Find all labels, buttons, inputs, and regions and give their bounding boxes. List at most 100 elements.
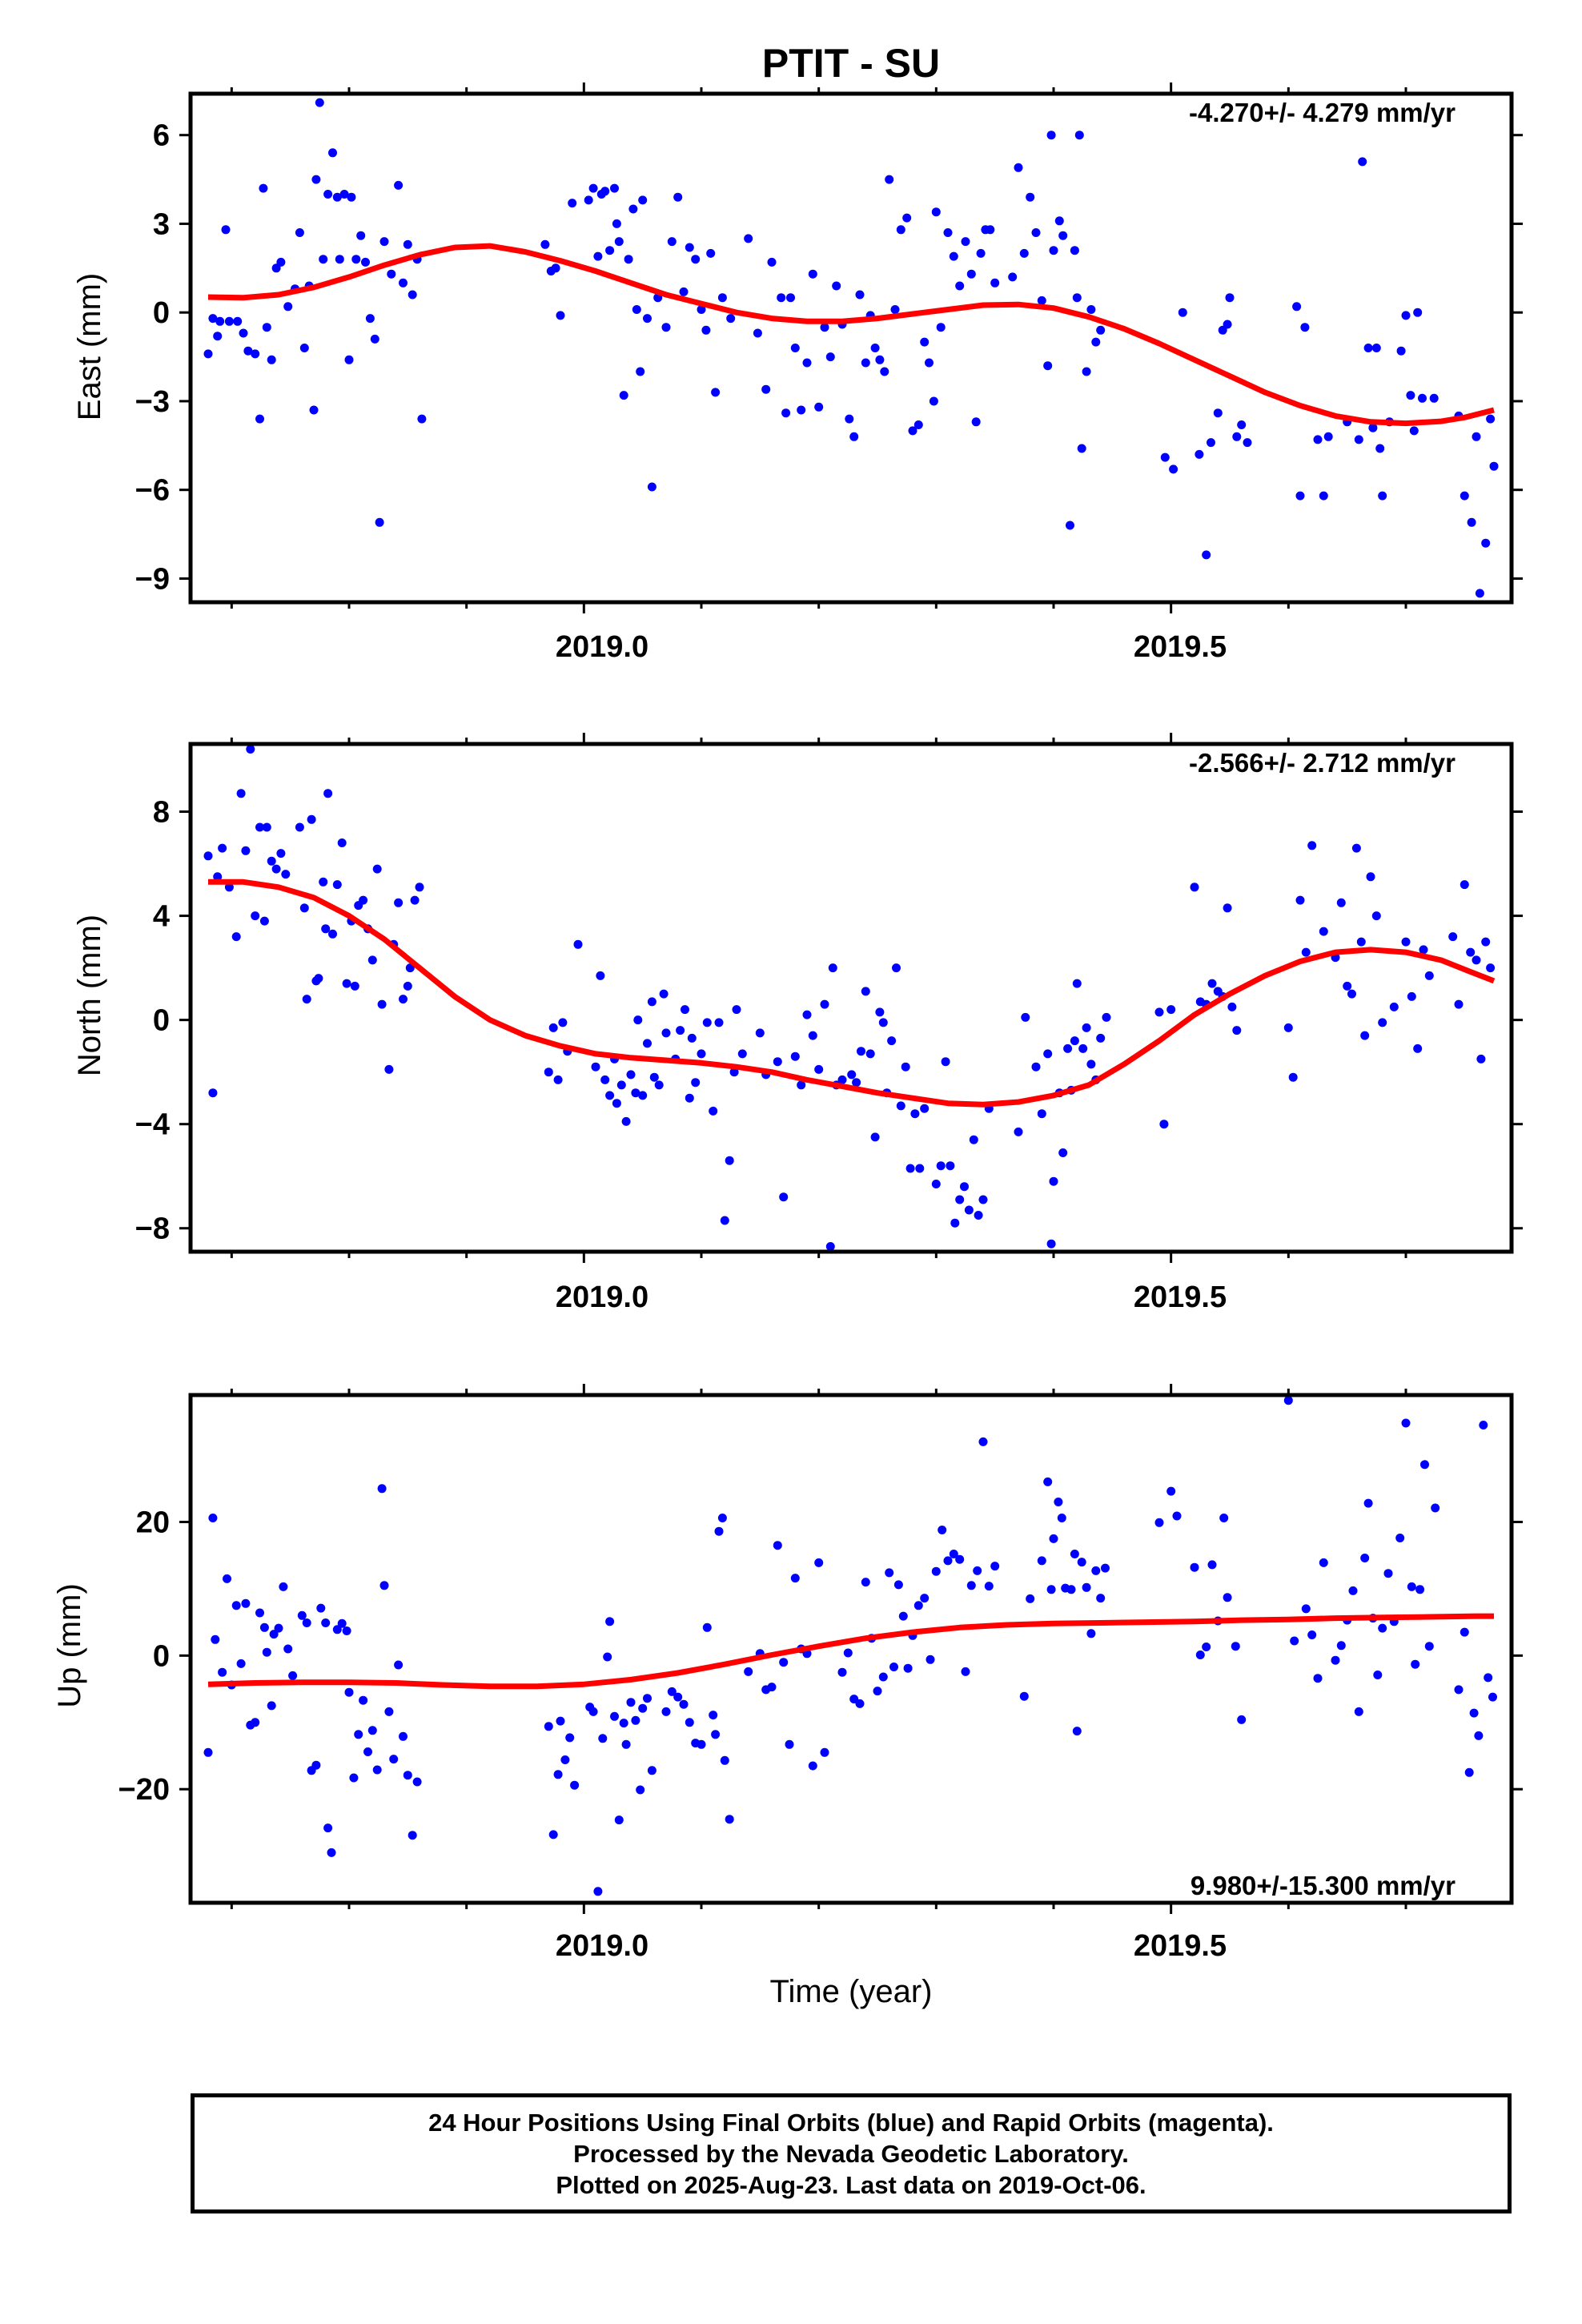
up-data-point bbox=[878, 1672, 888, 1682]
north-data-point bbox=[246, 745, 255, 754]
north-data-point bbox=[213, 872, 223, 882]
east-data-point bbox=[309, 405, 319, 415]
north-data-point bbox=[1307, 841, 1317, 850]
east-data-point bbox=[1295, 491, 1305, 501]
north-data-point bbox=[852, 1078, 861, 1088]
up-data-point bbox=[893, 1580, 903, 1590]
north-xtick-label-2019.0: 2019.0 bbox=[556, 1281, 648, 1314]
east-data-point bbox=[351, 255, 361, 264]
up-data-point bbox=[548, 1830, 558, 1839]
north-data-point bbox=[1476, 1054, 1486, 1063]
east-data-point bbox=[726, 314, 736, 324]
east-data-point bbox=[697, 305, 706, 314]
north-data-point bbox=[255, 822, 264, 832]
north-data-point bbox=[1154, 1007, 1164, 1017]
east-data-point bbox=[1213, 408, 1223, 418]
north-data-point bbox=[372, 864, 382, 874]
east-data-point bbox=[1406, 391, 1415, 400]
north-ytick-label: −8 bbox=[135, 1212, 170, 1246]
north-data-point bbox=[1360, 1031, 1370, 1040]
east-data-point bbox=[986, 225, 995, 235]
up-data-point bbox=[279, 1582, 288, 1591]
up-data-point bbox=[626, 1698, 636, 1707]
up-data-point bbox=[1319, 1558, 1328, 1567]
east-data-point bbox=[711, 388, 721, 397]
east-data-point bbox=[1368, 423, 1378, 432]
east-ytick-label: −6 bbox=[135, 474, 170, 508]
up-data-point bbox=[1313, 1674, 1323, 1683]
up-data-point bbox=[1373, 1671, 1383, 1679]
north-data-point bbox=[1046, 1239, 1056, 1248]
north-data-point bbox=[1389, 1002, 1399, 1011]
up-data-point bbox=[1460, 1627, 1469, 1637]
north-data-point bbox=[399, 995, 408, 1004]
north-data-point bbox=[802, 1010, 812, 1019]
up-data-point bbox=[267, 1701, 276, 1711]
east-data-point bbox=[311, 175, 321, 184]
north-data-point bbox=[403, 981, 412, 991]
up-data-point bbox=[556, 1716, 565, 1726]
north-data-point bbox=[299, 903, 309, 913]
north-data-point bbox=[241, 846, 251, 855]
east-data-point bbox=[777, 293, 786, 303]
up-data-point bbox=[1066, 1585, 1076, 1594]
up-data-point bbox=[978, 1437, 988, 1446]
east-data-point bbox=[913, 420, 923, 429]
up-xtick-label-2019.5: 2019.5 bbox=[1134, 1929, 1227, 1963]
north-data-point bbox=[737, 1049, 747, 1059]
east-data-point bbox=[243, 346, 253, 356]
east-data-point bbox=[1086, 305, 1096, 314]
east-data-point bbox=[1378, 491, 1387, 501]
east-rate-label: -4.270+/- 4.279 mm/yr bbox=[1189, 98, 1456, 127]
north-data-point bbox=[591, 1062, 600, 1072]
up-data-point bbox=[560, 1755, 570, 1764]
up-data-point bbox=[1082, 1582, 1091, 1592]
up-data-point bbox=[1348, 1586, 1358, 1595]
north-data-point bbox=[596, 971, 605, 980]
up-data-point bbox=[408, 1831, 417, 1840]
up-data-point bbox=[1077, 1558, 1086, 1567]
up-data-point bbox=[311, 1760, 321, 1770]
north-data-point bbox=[267, 856, 276, 866]
up-data-point bbox=[814, 1558, 824, 1567]
east-data-point bbox=[375, 517, 384, 527]
up-data-point bbox=[667, 1687, 677, 1696]
east-data-point bbox=[661, 323, 671, 332]
north-data-point bbox=[691, 1078, 701, 1088]
east-data-point bbox=[394, 180, 404, 190]
up-data-point bbox=[1283, 1396, 1293, 1405]
up-data-point bbox=[785, 1739, 794, 1749]
north-data-point bbox=[1454, 999, 1464, 1009]
up-data-point bbox=[1172, 1511, 1182, 1521]
east-data-point bbox=[267, 355, 276, 364]
east-data-point bbox=[1026, 192, 1035, 202]
east-data-point bbox=[379, 237, 389, 247]
east-data-point bbox=[1489, 461, 1499, 471]
north-data-point bbox=[1319, 927, 1328, 936]
east-data-point bbox=[820, 323, 829, 332]
up-data-point bbox=[790, 1574, 800, 1583]
east-data-point bbox=[1037, 296, 1046, 305]
east-data-point bbox=[1358, 157, 1367, 167]
east-data-point bbox=[667, 237, 677, 247]
north-plot-frame bbox=[188, 742, 1514, 1254]
up-data-point bbox=[598, 1734, 608, 1743]
north-data-point bbox=[661, 1028, 671, 1038]
up-data-point bbox=[820, 1747, 829, 1757]
east-data-point bbox=[902, 213, 912, 223]
east-data-point bbox=[1054, 216, 1064, 226]
north-data-point bbox=[865, 1049, 875, 1059]
up-data-point bbox=[363, 1747, 372, 1756]
north-data-point bbox=[1283, 1023, 1293, 1032]
up-data-point bbox=[1166, 1486, 1176, 1496]
north-data-point bbox=[1037, 1109, 1046, 1119]
east-data-point bbox=[767, 257, 777, 267]
east-data-point bbox=[706, 248, 716, 258]
east-data-point bbox=[262, 323, 271, 332]
north-data-point bbox=[302, 995, 311, 1004]
north-data-point bbox=[1486, 963, 1496, 973]
north-data-point bbox=[321, 924, 331, 934]
east-data-point bbox=[259, 183, 268, 193]
east-data-point bbox=[584, 195, 593, 205]
north-data-point bbox=[936, 1161, 946, 1171]
